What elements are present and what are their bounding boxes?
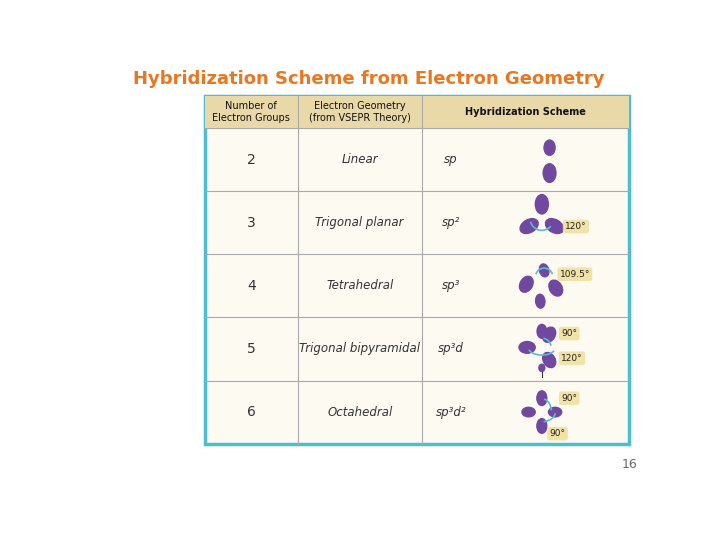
Bar: [204, 96, 629, 128]
Text: Tetrahedral: Tetrahedral: [326, 279, 393, 292]
Text: Linear: Linear: [341, 153, 378, 166]
Ellipse shape: [522, 407, 535, 417]
Ellipse shape: [537, 420, 546, 433]
Text: 5: 5: [247, 342, 256, 356]
Ellipse shape: [543, 327, 556, 342]
Text: Number of
Electron Groups: Number of Electron Groups: [212, 101, 290, 123]
Ellipse shape: [537, 418, 546, 432]
Ellipse shape: [539, 264, 549, 277]
Ellipse shape: [544, 140, 555, 156]
Text: 2: 2: [247, 152, 256, 166]
Text: Hybridization Scheme: Hybridization Scheme: [465, 107, 586, 117]
Ellipse shape: [519, 276, 534, 292]
Text: 120°: 120°: [561, 354, 582, 363]
Text: Electron Geometry
(from VSEPR Theory): Electron Geometry (from VSEPR Theory): [309, 101, 410, 123]
Text: sp³d²: sp³d²: [436, 406, 467, 419]
Text: Octahedral: Octahedral: [327, 406, 392, 419]
Ellipse shape: [536, 294, 545, 308]
Text: sp²: sp²: [442, 216, 460, 229]
Ellipse shape: [549, 407, 562, 417]
Ellipse shape: [543, 353, 556, 368]
Ellipse shape: [519, 341, 535, 353]
Text: 3: 3: [247, 215, 256, 230]
Ellipse shape: [537, 393, 546, 406]
Text: Hybridization Scheme from Electron Geometry: Hybridization Scheme from Electron Geome…: [133, 70, 605, 87]
Ellipse shape: [543, 164, 556, 183]
Text: 6: 6: [247, 405, 256, 419]
Text: Trigonal planar: Trigonal planar: [315, 216, 404, 229]
Text: 4: 4: [247, 279, 256, 293]
Text: 120°: 120°: [565, 222, 587, 231]
Text: 16: 16: [621, 458, 637, 471]
Ellipse shape: [549, 280, 562, 296]
Text: 90°: 90°: [561, 394, 577, 403]
Text: sp: sp: [444, 153, 458, 166]
Text: 109.5°: 109.5°: [559, 270, 590, 279]
Text: 90°: 90°: [561, 329, 577, 338]
Ellipse shape: [520, 219, 539, 233]
Text: sp³: sp³: [442, 279, 460, 292]
Bar: [204, 96, 629, 444]
Text: 90°: 90°: [549, 429, 566, 438]
Ellipse shape: [537, 325, 546, 338]
Ellipse shape: [546, 219, 564, 233]
Ellipse shape: [537, 391, 546, 404]
Ellipse shape: [535, 194, 549, 214]
Text: Trigonal bipyramidal: Trigonal bipyramidal: [300, 342, 420, 355]
Text: sp³d: sp³d: [438, 342, 464, 355]
Ellipse shape: [539, 364, 545, 372]
